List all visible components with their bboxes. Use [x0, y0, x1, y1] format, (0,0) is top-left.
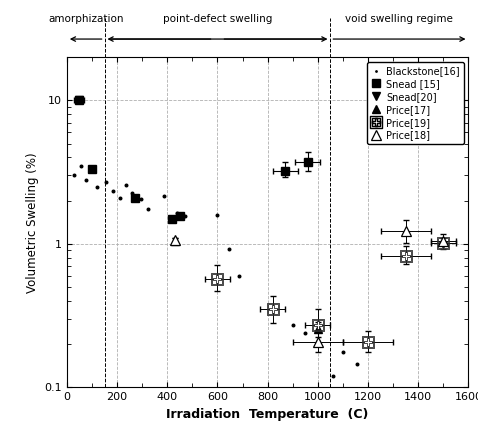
- Text: amorphization: amorphization: [48, 14, 123, 24]
- Point: [116, 194, 123, 201]
- Point: [289, 322, 296, 329]
- Point: [339, 349, 347, 356]
- Point: [225, 246, 233, 253]
- Point: [93, 183, 101, 190]
- Point: [145, 205, 152, 213]
- Point: [128, 190, 136, 197]
- Point: [137, 195, 145, 202]
- Point: [181, 213, 189, 220]
- Point: [77, 162, 85, 169]
- Point: [160, 193, 167, 200]
- Text: point-defect swelling: point-defect swelling: [163, 14, 272, 24]
- Point: [102, 178, 109, 185]
- X-axis label: Irradiation  Temperature  (C): Irradiation Temperature (C): [166, 407, 369, 421]
- Point: [122, 182, 130, 189]
- Point: [174, 209, 181, 216]
- Text: void swelling regime: void swelling regime: [346, 14, 453, 24]
- Point: [302, 329, 309, 336]
- Point: [71, 172, 78, 179]
- Point: [109, 187, 117, 194]
- Point: [82, 176, 89, 183]
- Legend: Blackstone[16], Snead [15], Snead[20], Price[17], Price[19], Price[18]: Blackstone[16], Snead [15], Snead[20], P…: [367, 62, 464, 144]
- Point: [214, 212, 221, 219]
- Point: [235, 272, 243, 279]
- Point: [314, 337, 322, 345]
- Y-axis label: Volumetric Swelling (%): Volumetric Swelling (%): [26, 152, 39, 293]
- Point: [353, 360, 360, 367]
- Point: [88, 168, 96, 175]
- Point: [329, 372, 337, 379]
